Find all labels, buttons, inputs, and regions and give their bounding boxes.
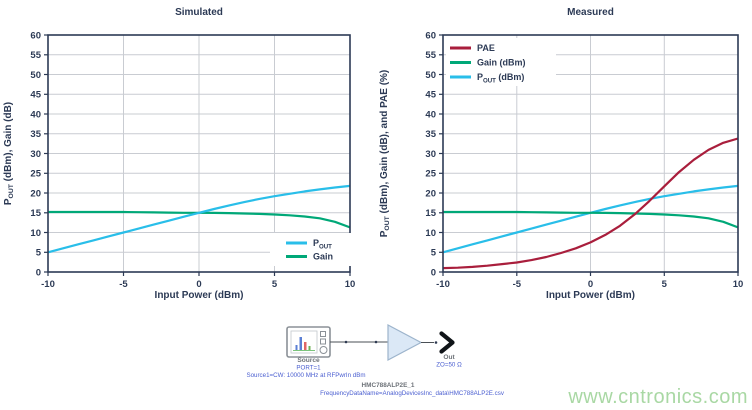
- source-instrument-icon: [286, 326, 331, 358]
- x-axis-label: Input Power (dBm): [546, 290, 635, 301]
- y-tick-label: 55: [425, 50, 436, 61]
- gridlines: [48, 35, 350, 272]
- x-axis-label: Input Power (dBm): [155, 290, 244, 301]
- legend-label-pae: PAE: [477, 43, 495, 53]
- x-tick-label: -5: [513, 279, 522, 290]
- y-tick-label: 0: [431, 267, 436, 278]
- legend: PAE Gain (dBm) POUT (dBm): [446, 38, 556, 86]
- y-tick-label: 5: [431, 248, 437, 259]
- y-tick-label: 60: [30, 30, 41, 41]
- axes: 0 5 10 15 20 25 30 35 40 45 50 55 60 -10 -5 0 5 10: [30, 30, 355, 290]
- y-tick-label: 15: [425, 208, 436, 219]
- out-impedance-text: ZO=50 Ω: [436, 362, 462, 369]
- y-tick-label: 5: [36, 248, 42, 259]
- y-tick-label: 25: [425, 169, 436, 180]
- series-line-pout: [47, 184, 351, 254]
- legend: POUT Gain: [270, 233, 352, 266]
- y-tick-label: 20: [425, 188, 436, 199]
- x-tick-label: 0: [588, 279, 593, 290]
- y-tick-label: 50: [425, 70, 436, 81]
- y-tick-label: 25: [30, 169, 41, 180]
- chart-title: Measured: [567, 7, 614, 18]
- y-tick-label: 60: [425, 30, 436, 41]
- series-lines: [442, 137, 739, 270]
- measured-chart: 0 5 10 15 20 25 30 35 40 45 50 55 60 -10 -5 0 5 10 Measure…: [379, 7, 743, 301]
- source-label: Source: [297, 357, 320, 364]
- y-tick-label: 10: [425, 228, 436, 239]
- y-tick-label: 20: [30, 188, 41, 199]
- watermark: www.cntronics.com: [568, 386, 748, 408]
- y-tick-label: 15: [30, 208, 41, 219]
- legend-label-pout: POUT: [313, 238, 332, 250]
- amplifier-data-text: FrequencyDataName=AnalogDevicesInc_data\…: [320, 390, 505, 397]
- legend-label-gain: Gain: [313, 252, 333, 262]
- y-tick-label: 45: [425, 90, 436, 101]
- x-tick-label: 5: [272, 279, 278, 290]
- series-line-pae: [442, 137, 739, 270]
- y-tick-label: 30: [425, 149, 436, 160]
- y-tick-label: 45: [30, 90, 41, 101]
- simulated-chart: 0 5 10 15 20 25 30 35 40 45 50 55 60 -10 -5 0 5 10 Simulat…: [3, 7, 355, 301]
- node-dot: [374, 340, 378, 344]
- y-tick-label: 40: [425, 109, 436, 120]
- legend-label-pout: POUT (dBm): [477, 72, 524, 84]
- source-port-text: PORT=1: [296, 365, 321, 372]
- x-tick-label: 10: [733, 279, 744, 290]
- x-tick-label: 5: [662, 279, 668, 290]
- x-tick-label: 0: [196, 279, 201, 290]
- y-axis-label: POUT (dBm), Gain (dB), and PAE (%): [379, 70, 391, 238]
- y-tick-label: 0: [36, 267, 41, 278]
- chart-title: Simulated: [175, 7, 223, 18]
- y-tick-label: 10: [30, 228, 41, 239]
- circuit-schematic: Source PORT=1 Source1=CW: 10000 MHz at R…: [246, 324, 505, 397]
- axes: 0 5 10 15 20 25 30 35 40 45 50 55 60 -10 -5 0 5 10: [425, 30, 743, 290]
- y-axis-label: POUT (dBm), Gain (dB): [3, 102, 15, 205]
- x-tick-label: -5: [119, 279, 128, 290]
- output-arrow-icon: [439, 331, 455, 354]
- node-dot: [344, 340, 348, 344]
- node-dot: [434, 341, 438, 344]
- x-tick-label: -10: [41, 279, 55, 290]
- y-tick-label: 35: [425, 129, 436, 140]
- series-lines: [47, 184, 351, 254]
- y-tick-label: 50: [30, 70, 41, 81]
- x-tick-label: 10: [345, 279, 356, 290]
- y-tick-label: 40: [30, 109, 41, 120]
- source-settings-text: Source1=CW: 10000 MHz at RFPwrIn dBm: [246, 372, 365, 379]
- y-tick-label: 35: [30, 129, 41, 140]
- out-label: Out: [443, 354, 455, 361]
- gridlines: [443, 35, 738, 272]
- x-tick-label: -10: [436, 279, 450, 290]
- series-line-gain: [443, 210, 739, 229]
- y-tick-label: 30: [30, 149, 41, 160]
- y-tick-label: 55: [30, 50, 41, 61]
- amplifier-name: HMC788ALP2E_1: [362, 382, 415, 389]
- legend-label-gain: Gain (dBm): [477, 58, 526, 68]
- amplifier-icon: [387, 324, 423, 361]
